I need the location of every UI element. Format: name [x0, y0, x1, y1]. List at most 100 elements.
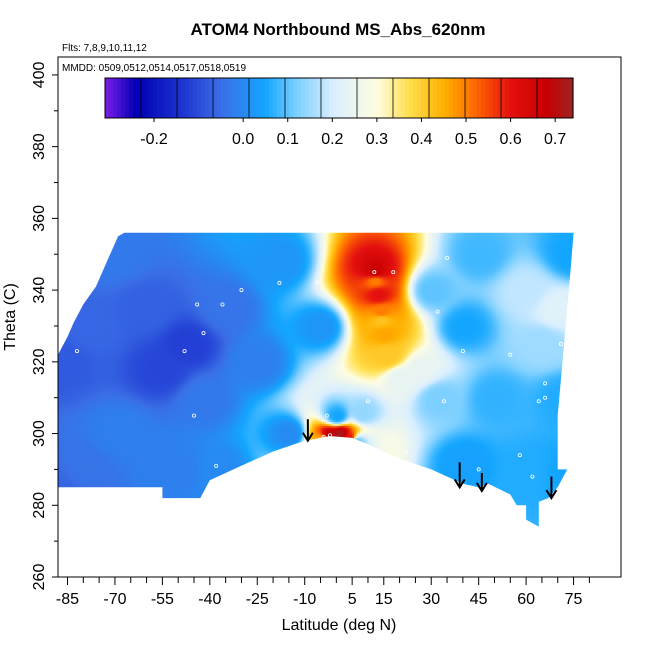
sample-point — [214, 463, 219, 468]
colorbar-segment — [537, 78, 542, 118]
colorbar-segment — [109, 78, 114, 118]
colorbar-tick-label: 0.4 — [410, 131, 432, 148]
colorbar-segment — [273, 78, 278, 118]
sample-point — [530, 474, 535, 479]
colorbar-segment — [545, 78, 550, 118]
colorbar-segment — [197, 78, 202, 118]
x-tick-label: -55 — [151, 591, 174, 608]
colorbar-segment — [261, 78, 266, 118]
colorbar-segment — [353, 78, 358, 118]
colorbar-segment — [277, 78, 282, 118]
colorbar-segment — [169, 78, 174, 118]
colorbar-segment — [165, 78, 170, 118]
colorbar-segment — [561, 78, 566, 118]
arrow-marker — [453, 462, 466, 490]
sample-point — [489, 485, 494, 490]
colorbar-segment — [541, 78, 546, 118]
colorbar-segment — [209, 78, 214, 118]
colorbar-segment — [453, 78, 458, 118]
sample-point — [201, 331, 206, 336]
x-tick-label: 45 — [470, 591, 488, 608]
colorbar-segment — [461, 78, 466, 118]
sample-point — [391, 270, 396, 275]
colorbar-segment — [381, 78, 386, 118]
colorbar-segment — [133, 78, 138, 118]
colorbar-segment — [145, 78, 150, 118]
colorbar-segment — [489, 78, 494, 118]
colorbar-segment — [161, 78, 166, 118]
colorbar-segment — [473, 78, 478, 118]
sample-points — [62, 255, 563, 493]
colorbar-segment — [477, 78, 482, 118]
heatmap-field — [58, 232, 574, 527]
sample-point — [543, 395, 548, 400]
x-tick-label: -25 — [246, 591, 269, 608]
colorbar-segment — [413, 78, 418, 118]
colorbar-segment — [349, 78, 354, 118]
colorbar-segment — [229, 78, 234, 118]
colorbar-tick-label: 0.0 — [232, 131, 254, 148]
colorbar-segment — [185, 78, 190, 118]
sample-point — [543, 381, 548, 386]
y-tick-label: 360 — [31, 205, 48, 232]
x-tick-label: -40 — [198, 591, 221, 608]
sample-point — [192, 413, 197, 418]
sample-point — [315, 280, 320, 285]
colorbar-segment — [425, 78, 430, 118]
y-tick-label: 260 — [31, 564, 48, 591]
sample-point — [195, 302, 200, 307]
colorbar-segment — [517, 78, 522, 118]
colorbar-segment — [437, 78, 442, 118]
colorbar-segment — [557, 78, 562, 118]
arrow-marker — [475, 473, 488, 493]
colorbar-segment — [125, 78, 130, 118]
colorbar-segment — [253, 78, 258, 118]
chart-title: ATOM4 Northbound MS_Abs_620nm — [190, 20, 485, 39]
sample-point — [517, 453, 522, 458]
colorbar-tick-label: -0.2 — [140, 131, 168, 148]
y-tick-label: 300 — [31, 420, 48, 447]
colorbar-segment — [481, 78, 486, 118]
sample-point — [445, 255, 450, 260]
colorbar-segment — [217, 78, 222, 118]
sample-point — [476, 467, 481, 472]
colorbar-segment — [325, 78, 330, 118]
y-tick-label: 320 — [31, 348, 48, 375]
colorbar-tick-label: 0.5 — [455, 131, 477, 148]
colorbar-segment — [177, 78, 182, 118]
colorbar-segment — [365, 78, 370, 118]
colorbar-segment — [189, 78, 194, 118]
sample-point — [441, 399, 446, 404]
colorbar-segment — [117, 78, 122, 118]
colorbar-segment — [361, 78, 366, 118]
y-tick-label: 380 — [31, 133, 48, 160]
colorbar-tick-label: 0.3 — [366, 131, 388, 148]
colorbar-segment — [529, 78, 534, 118]
colorbar-segment — [245, 78, 250, 118]
sample-point — [62, 488, 67, 493]
colorbar-segment — [285, 78, 290, 118]
sample-point — [372, 270, 377, 275]
colorbar-tick-label: 0.7 — [544, 131, 566, 148]
arrow-markers — [302, 419, 558, 500]
colorbar-segment — [297, 78, 302, 118]
arrow-marker — [545, 476, 558, 500]
colorbar-segment — [441, 78, 446, 118]
colorbar-segment — [105, 78, 110, 118]
colorbar-segment — [329, 78, 334, 118]
colorbar-segment — [501, 78, 506, 118]
colorbar-segment — [341, 78, 346, 118]
sample-point — [321, 435, 326, 440]
colorbar-segment — [181, 78, 186, 118]
colorbar-segment — [569, 78, 574, 118]
colorbar-segment — [525, 78, 530, 118]
x-tick-label: 30 — [422, 591, 440, 608]
plot-frame — [57, 56, 622, 578]
colorbar-segment — [205, 78, 210, 118]
colorbar-segment — [309, 78, 314, 118]
colorbar-segment — [469, 78, 474, 118]
colorbar-segment — [401, 78, 406, 118]
x-tick-label: 5 — [348, 591, 357, 608]
y-axis-label: Theta (C) — [2, 283, 19, 351]
